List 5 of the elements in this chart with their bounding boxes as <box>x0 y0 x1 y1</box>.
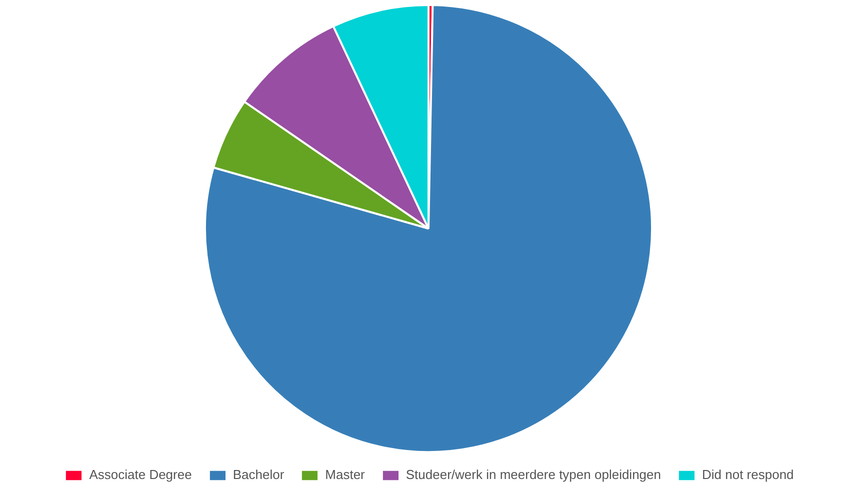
legend-label: Did not respond <box>702 467 794 482</box>
legend-label: Bachelor <box>232 467 284 482</box>
legend-label: Studeer/werk in meerdere typen opleidingen <box>406 467 661 482</box>
legend-label: Master <box>325 467 365 482</box>
legend-label: Associate Degree <box>89 467 192 482</box>
